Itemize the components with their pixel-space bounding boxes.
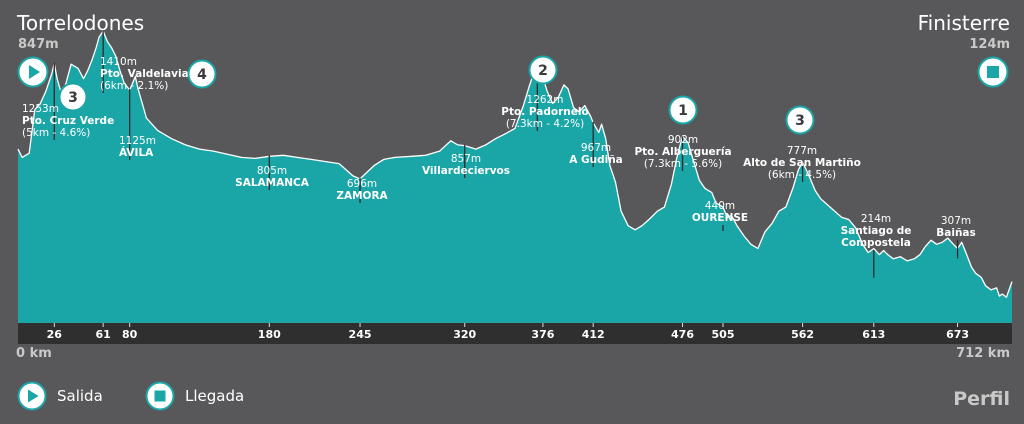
- end-legend-label: Llegada: [185, 387, 245, 405]
- elev-label: 857m: [451, 153, 481, 165]
- x-tick-label: 80: [122, 328, 138, 341]
- legend-end: Llegada: [145, 381, 244, 411]
- x-tick-label: 61: [96, 328, 111, 341]
- climb-category-badge: 1: [668, 95, 698, 125]
- x-tick-label: 562: [791, 328, 814, 341]
- name-label: Pto. Alberguería: [634, 146, 731, 158]
- name-label: A Gudiña: [569, 154, 623, 166]
- elev-label: 777m: [787, 145, 817, 157]
- climb-category-badge: 3: [58, 82, 88, 112]
- x-tick-label: 320: [453, 328, 476, 341]
- x-tick-label: 476: [671, 328, 694, 341]
- axis-bar: [18, 323, 1012, 344]
- elev-label: 967m: [581, 142, 611, 154]
- x-tick-label: 412: [582, 328, 605, 341]
- x-tick-label: 376: [531, 328, 554, 341]
- detail-label: (6km - 2.1%): [100, 80, 168, 92]
- detail-label: (6km - 4.5%): [768, 169, 836, 181]
- detail-label: (5km - 4.6%): [22, 127, 90, 139]
- name-label: SALAMANCA: [235, 177, 310, 189]
- elev-label: 307m: [941, 215, 971, 227]
- icon-layer: 3 4 2 1 3: [17, 55, 1009, 135]
- profile-area: [18, 31, 1012, 323]
- name-label: Alto de San Martiño: [743, 157, 861, 169]
- climb-category-badge: 4: [187, 59, 217, 89]
- name-label: Pto. Cruz Verde: [22, 115, 114, 127]
- name-label: Santiago de: [841, 225, 912, 237]
- name-label: Compostela: [841, 237, 911, 249]
- elev-label: 440m: [705, 200, 735, 212]
- destination-title: Finisterre: [917, 11, 1010, 35]
- legend-start: Salida: [17, 381, 103, 411]
- destination-elevation: 124m: [969, 37, 1010, 52]
- name-label: OURENSE: [692, 212, 748, 224]
- x-tick-label: 505: [712, 328, 735, 341]
- start-play-icon[interactable]: [17, 56, 49, 88]
- x-tick-label: 245: [349, 328, 372, 341]
- profile-label: Perfil: [953, 388, 1010, 410]
- elev-label: 1125m: [119, 135, 156, 147]
- finish-legend-icon: [145, 381, 175, 411]
- elev-label: 214m: [861, 213, 891, 225]
- name-label: Pto. Padornelo: [501, 106, 588, 118]
- x-tick-label: 673: [946, 328, 969, 341]
- name-label: Pto. Valdelavia: [100, 68, 189, 80]
- climb-category-label: 3: [795, 113, 805, 129]
- start-legend-icon: [17, 381, 47, 411]
- detail-label: (7.3km - 5.6%): [644, 158, 722, 170]
- name-label: Baiñas: [936, 227, 976, 239]
- climb-category-badge: 2: [528, 55, 558, 85]
- elev-label: 1262m: [527, 94, 564, 106]
- climb-category-label: 2: [538, 63, 548, 79]
- climb-category-label: 3: [68, 90, 78, 106]
- x-tick-label: 180: [258, 328, 281, 341]
- detail-label: (7.3km - 4.2%): [506, 118, 584, 130]
- origin-title: Torrelodones: [17, 11, 145, 35]
- origin-elevation: 847m: [18, 37, 59, 52]
- x-tick-label: 613: [862, 328, 885, 341]
- elev-label: 696m: [347, 178, 377, 190]
- elev-label: 1410m: [100, 56, 137, 68]
- elev-label: 805m: [257, 165, 287, 177]
- x-axis: 26 61 80 180 245 320 376 412 476 505 562 613 673: [18, 323, 1012, 344]
- elev-label: 902m: [668, 134, 698, 146]
- climb-category-label: 4: [197, 67, 207, 83]
- elev-label: 1253m: [22, 103, 59, 115]
- name-label: Villardeciervos: [422, 165, 510, 177]
- name-label: ZAMORA: [336, 190, 388, 202]
- start-distance: 0 km: [16, 346, 52, 361]
- name-label: ÁVILA: [119, 146, 154, 159]
- climb-category-badge: 3: [785, 105, 815, 135]
- x-tick-label: 26: [47, 328, 63, 341]
- end-distance: 712 km: [956, 346, 1010, 361]
- climb-category-label: 1: [678, 103, 688, 119]
- start-legend-label: Salida: [57, 387, 103, 405]
- finish-stop-icon[interactable]: [977, 56, 1009, 88]
